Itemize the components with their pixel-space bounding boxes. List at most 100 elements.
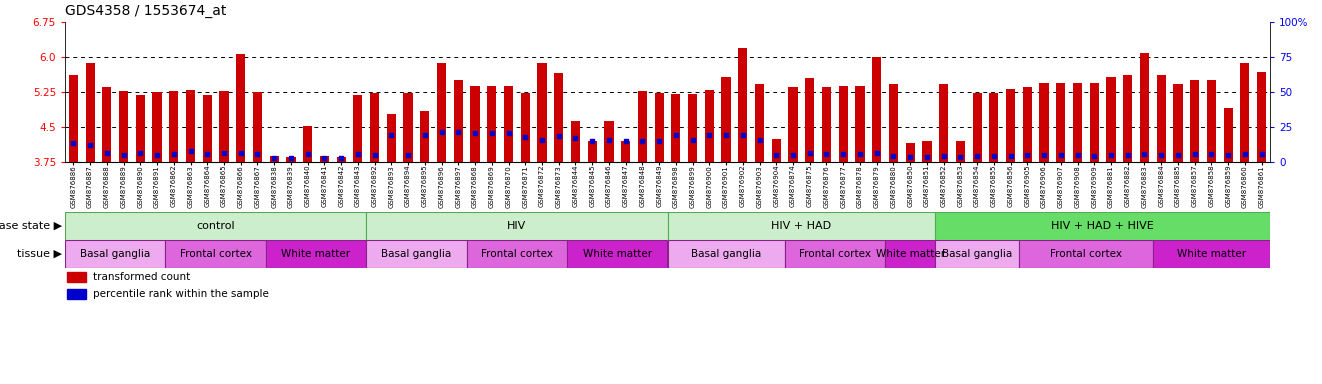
Bar [1073,83,1083,162]
Text: HIV + HAD + HIVE: HIV + HAD + HIVE [1051,221,1154,231]
Bar [169,91,178,162]
Bar [668,212,935,240]
Bar [219,91,229,162]
Text: HIV + HAD: HIV + HAD [771,221,832,231]
Point [682,137,703,143]
Bar [1257,72,1266,162]
Bar [438,63,446,162]
Point [883,153,904,159]
Bar [822,87,832,162]
Bar [567,240,668,268]
Point [599,137,620,143]
Point [1050,152,1071,158]
Bar [1023,87,1032,162]
Bar [788,87,797,162]
Point [582,138,603,144]
Bar [785,240,884,268]
Bar [637,91,646,162]
Point [966,153,988,159]
Bar [604,121,613,162]
Point [1067,152,1088,158]
Bar [488,86,496,162]
Point [313,155,334,161]
Bar [119,91,128,162]
Bar [420,111,430,162]
Point [665,132,686,139]
Bar [873,57,882,162]
Bar [165,240,266,268]
Point [866,150,887,156]
Point [649,138,670,144]
Bar [923,141,932,162]
Point [800,150,821,156]
Bar [838,86,847,162]
Text: Basal ganglia: Basal ganglia [381,249,452,259]
Bar [1240,63,1249,162]
Point [564,135,586,141]
Bar [654,93,664,162]
Bar [1207,80,1216,162]
Bar [237,54,246,162]
Point [1200,151,1222,157]
Point [414,132,435,139]
Bar [303,126,312,162]
Text: Basal ganglia: Basal ganglia [81,249,151,259]
Point [448,129,469,135]
Point [615,138,636,144]
Bar [772,139,781,162]
Bar [66,272,86,282]
Bar [1006,89,1015,162]
Bar [320,156,329,162]
Bar [1190,80,1199,162]
Point [1134,151,1155,157]
Point [398,152,419,158]
Point [130,150,151,156]
Text: HIV: HIV [508,221,526,231]
Bar [1157,75,1166,162]
Text: GDS4358 / 1553674_at: GDS4358 / 1553674_at [65,4,226,18]
Point [850,151,871,157]
Point [1167,152,1188,158]
Bar [668,240,785,268]
Bar [935,240,1019,268]
Text: disease state ▶: disease state ▶ [0,221,62,231]
Bar [705,90,714,162]
Text: Frontal cortex: Frontal cortex [180,249,251,259]
Bar [1089,83,1099,162]
Bar [366,240,467,268]
Bar [403,93,412,162]
Bar [687,94,697,162]
Text: tissue ▶: tissue ▶ [17,249,62,259]
Bar [855,86,865,162]
Text: White matter: White matter [875,249,945,259]
Bar [69,75,78,162]
Bar [537,63,546,162]
Bar [1224,108,1232,162]
Point [549,133,570,139]
Bar [571,121,580,162]
Bar [370,93,379,162]
Point [62,140,83,146]
Point [1017,152,1038,158]
Point [147,152,168,158]
Point [984,153,1005,159]
Bar [202,95,212,162]
Point [1150,152,1171,158]
Bar [805,78,814,162]
Point [213,150,234,156]
Bar [387,114,397,162]
Point [1185,151,1206,157]
Bar [672,94,681,162]
Point [381,132,402,139]
Bar [939,84,948,162]
Point [783,152,804,158]
Text: Frontal cortex: Frontal cortex [481,249,553,259]
Bar [554,73,563,162]
Point [364,152,385,158]
Bar [1056,83,1066,162]
Point [916,154,937,161]
Point [481,129,502,136]
Text: White matter: White matter [1177,249,1247,259]
Bar [755,84,764,162]
Point [197,151,218,157]
